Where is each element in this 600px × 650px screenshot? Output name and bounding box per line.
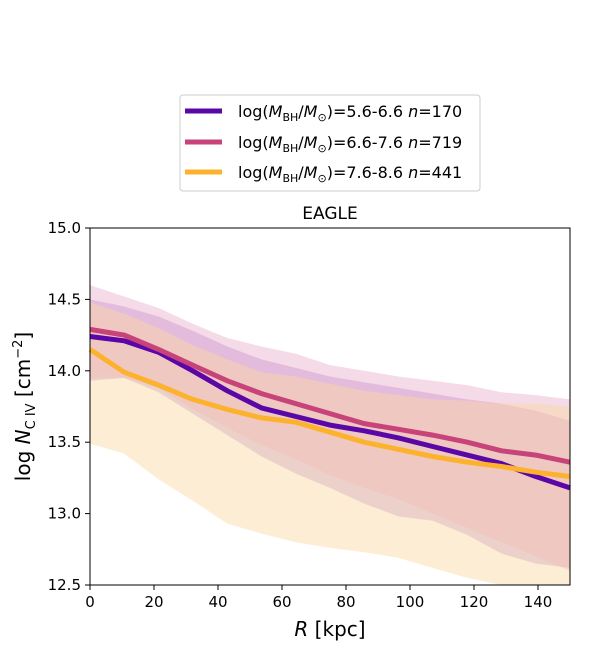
x-tick-label: 100 [396, 593, 425, 611]
plot-frame [89, 227, 571, 586]
x-tick-label: 0 [85, 593, 95, 611]
series-line-0 [89, 334, 571, 491]
x-axis-ticks: 0 20 40 60 80 100 120 140 [85, 585, 552, 611]
y-axis-label: log NC IV [cm−2] [11, 332, 39, 481]
confidence-bands [90, 285, 570, 585]
x-tick-label: 60 [272, 593, 291, 611]
y-tick-label: 14.0 [48, 362, 81, 380]
chart-title: EAGLE [302, 204, 357, 224]
x-tick-label: 20 [144, 593, 163, 611]
series-band-1 [90, 285, 570, 571]
x-tick-label: 40 [208, 593, 227, 611]
y-tick-label: 14.5 [48, 290, 81, 308]
legend-entry-0: log(MBH/M⊙)=5.6-6.6 n=170 [238, 102, 462, 124]
legend: log(MBH/M⊙)=5.6-6.6 n=170 log(MBH/M⊙)=6.… [179, 94, 481, 192]
y-tick-label: 12.5 [48, 576, 81, 594]
series-line-1 [89, 326, 571, 465]
y-tick-label: 13.5 [48, 433, 81, 451]
y-tick-label: 15.0 [48, 219, 81, 237]
x-tick-label: 120 [460, 593, 489, 611]
x-tick-label: 140 [524, 593, 553, 611]
series-line-2 [88, 347, 571, 479]
x-axis-label: R [kpc] [294, 617, 365, 641]
median-lines [88, 326, 571, 491]
y-tick-label: 13.0 [48, 505, 81, 523]
legend-frame [179, 94, 481, 192]
x-tick-label: 80 [336, 593, 355, 611]
legend-entry-2: log(MBH/M⊙)=7.6-8.6 n=441 [238, 163, 462, 185]
series-band-2 [90, 302, 570, 585]
y-axis-ticks: 12.5 13.0 13.5 14.0 14.5 15.0 [48, 219, 90, 594]
legend-entry-1: log(MBH/M⊙)=6.6-7.6 n=719 [238, 133, 462, 155]
